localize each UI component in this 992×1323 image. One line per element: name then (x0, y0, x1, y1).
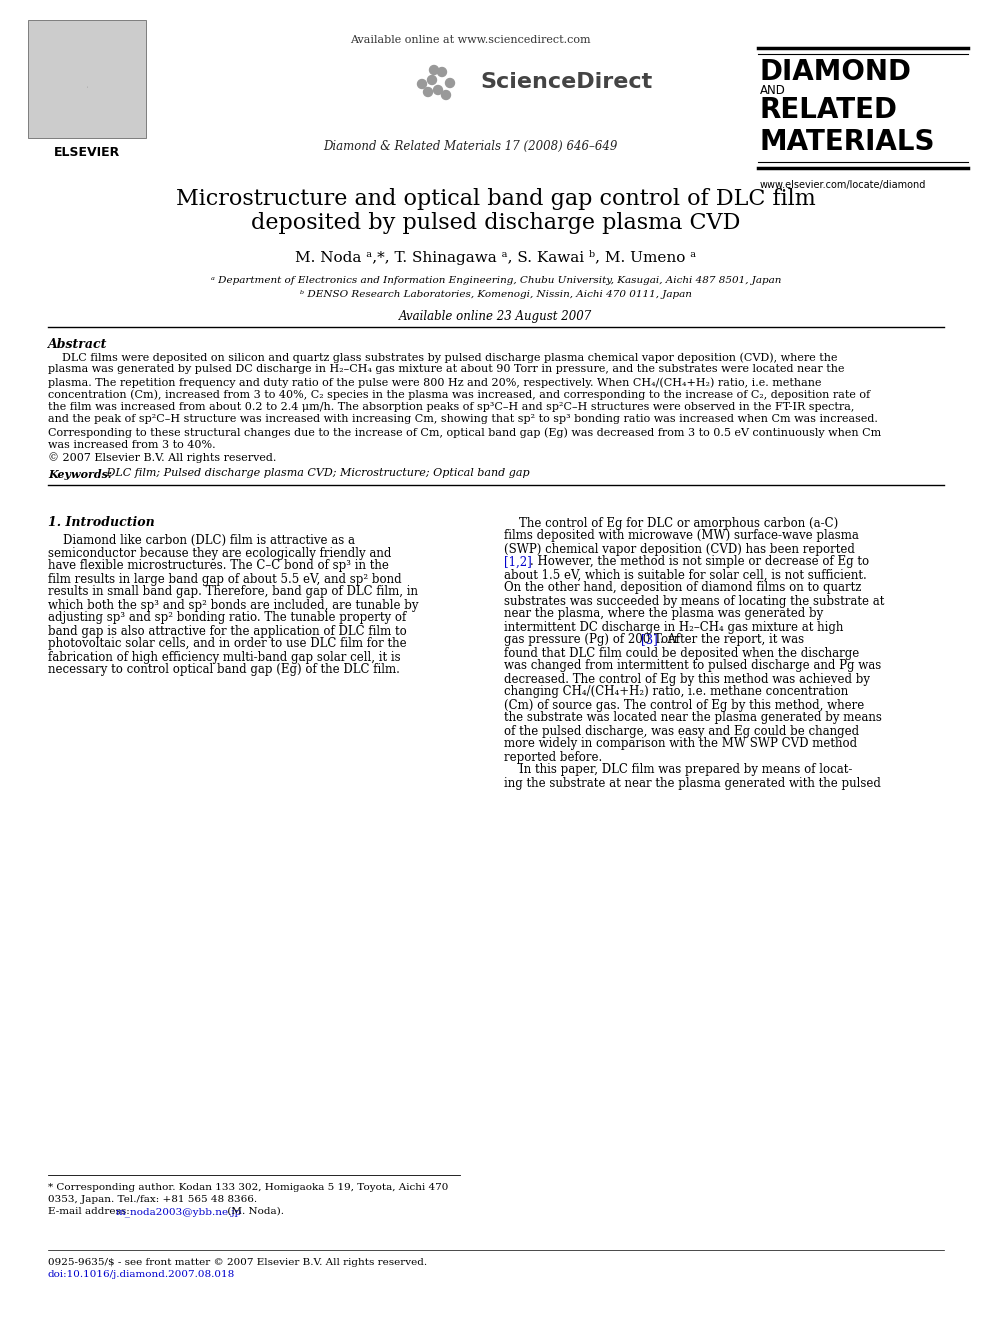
Text: plasma. The repetition frequency and duty ratio of the pulse were 800 Hz and 20%: plasma. The repetition frequency and dut… (48, 377, 821, 388)
Text: the film was increased from about 0.2 to 2.4 μm/h. The absorption peaks of sp³C–: the film was increased from about 0.2 to… (48, 402, 854, 411)
Text: ing the substrate at near the plasma generated with the pulsed: ing the substrate at near the plasma gen… (504, 777, 881, 790)
Text: (Cm) of source gas. The control of Eg by this method, where: (Cm) of source gas. The control of Eg by… (504, 699, 864, 712)
Text: (M. Noda).: (M. Noda). (224, 1207, 284, 1216)
Text: [3]: [3] (641, 634, 658, 647)
Text: The control of Eg for DLC or amorphous carbon (a-C): The control of Eg for DLC or amorphous c… (504, 516, 838, 529)
Text: decreased. The control of Eg by this method was achieved by: decreased. The control of Eg by this met… (504, 672, 870, 685)
Circle shape (430, 66, 438, 74)
Text: ELSEVIER: ELSEVIER (54, 146, 120, 159)
Text: more widely in comparison with the MW SWP CVD method: more widely in comparison with the MW SW… (504, 737, 857, 750)
Text: Abstract: Abstract (48, 337, 107, 351)
Text: ᵇ DENSO Research Laboratories, Komenogi, Nissin, Aichi 470 0111, Japan: ᵇ DENSO Research Laboratories, Komenogi,… (300, 290, 692, 299)
Text: Corresponding to these structural changes due to the increase of Cm, optical ban: Corresponding to these structural change… (48, 427, 881, 438)
Text: In this paper, DLC film was prepared by means of locat-: In this paper, DLC film was prepared by … (504, 763, 852, 777)
Text: Diamond like carbon (DLC) film is attractive as a: Diamond like carbon (DLC) film is attrac… (48, 533, 355, 546)
Text: Keywords:: Keywords: (48, 468, 112, 479)
Text: (SWP) chemical vapor deposition (CVD) has been reported: (SWP) chemical vapor deposition (CVD) ha… (504, 542, 855, 556)
Text: substrates was succeeded by means of locating the substrate at: substrates was succeeded by means of loc… (504, 594, 885, 607)
Text: Available online 23 August 2007: Available online 23 August 2007 (400, 310, 592, 323)
Circle shape (424, 87, 433, 97)
Text: film results in large band gap of about 5.5 eV, and sp² bond: film results in large band gap of about … (48, 573, 402, 586)
Text: © 2007 Elsevier B.V. All rights reserved.: © 2007 Elsevier B.V. All rights reserved… (48, 452, 277, 463)
Text: was increased from 3 to 40%.: was increased from 3 to 40%. (48, 439, 215, 450)
Text: semiconductor because they are ecologically friendly and: semiconductor because they are ecologica… (48, 546, 392, 560)
Text: films deposited with microwave (MW) surface-wave plasma: films deposited with microwave (MW) surf… (504, 529, 859, 542)
Text: DLC films were deposited on silicon and quartz glass substrates by pulsed discha: DLC films were deposited on silicon and … (48, 352, 837, 363)
Text: DLC film; Pulsed discharge plasma CVD; Microstructure; Optical band gap: DLC film; Pulsed discharge plasma CVD; M… (103, 468, 530, 479)
Text: necessary to control optical band gap (Eg) of the DLC film.: necessary to control optical band gap (E… (48, 664, 400, 676)
Circle shape (437, 67, 446, 77)
Text: plasma was generated by pulsed DC discharge in H₂–CH₄ gas mixture at about 90 To: plasma was generated by pulsed DC discha… (48, 365, 844, 374)
Text: . After the report, it was: . After the report, it was (661, 634, 805, 647)
Text: MATERIALS: MATERIALS (760, 128, 935, 156)
Text: * Corresponding author. Kodan 133 302, Homigaoka 5 19, Toyota, Aichi 470: * Corresponding author. Kodan 133 302, H… (48, 1183, 448, 1192)
Text: photovoltaic solar cells, and in order to use DLC film for the: photovoltaic solar cells, and in order t… (48, 638, 407, 651)
Text: On the other hand, deposition of diamond films on to quartz: On the other hand, deposition of diamond… (504, 582, 861, 594)
Text: [1,2]: [1,2] (504, 556, 532, 569)
Text: have flexible microstructures. The C–C bond of sp³ in the: have flexible microstructures. The C–C b… (48, 560, 389, 573)
Text: . However, the method is not simple or decrease of Eg to: . However, the method is not simple or d… (530, 556, 869, 569)
Text: Diamond & Related Materials 17 (2008) 646–649: Diamond & Related Materials 17 (2008) 64… (322, 140, 617, 153)
Text: www.elsevier.com/locate/diamond: www.elsevier.com/locate/diamond (760, 180, 927, 191)
Text: results in small band gap. Therefore, band gap of DLC film, in: results in small band gap. Therefore, ba… (48, 586, 418, 598)
Bar (28, 20, 146, 138)
Text: the substrate was located near the plasma generated by means: the substrate was located near the plasm… (504, 712, 882, 725)
Text: changing CH₄/(CH₄+H₂) ratio, i.e. methane concentration: changing CH₄/(CH₄+H₂) ratio, i.e. methan… (504, 685, 848, 699)
Text: 0925-9635/$ - see front matter © 2007 Elsevier B.V. All rights reserved.: 0925-9635/$ - see front matter © 2007 El… (48, 1258, 428, 1267)
Text: E-mail address:: E-mail address: (48, 1207, 133, 1216)
Text: band gap is also attractive for the application of DLC film to: band gap is also attractive for the appl… (48, 624, 407, 638)
Text: fabrication of high efficiency multi-band gap solar cell, it is: fabrication of high efficiency multi-ban… (48, 651, 401, 664)
Text: ᵃ Department of Electronics and Information Engineering, Chubu University, Kasug: ᵃ Department of Electronics and Informat… (211, 277, 781, 284)
Text: near the plasma, where the plasma was generated by: near the plasma, where the plasma was ge… (504, 607, 823, 620)
Circle shape (418, 79, 427, 89)
Text: 0353, Japan. Tel./fax: +81 565 48 8366.: 0353, Japan. Tel./fax: +81 565 48 8366. (48, 1195, 257, 1204)
Text: intermittent DC discharge in H₂–CH₄ gas mixture at high: intermittent DC discharge in H₂–CH₄ gas … (504, 620, 843, 634)
Circle shape (428, 75, 436, 85)
Text: AND: AND (760, 83, 786, 97)
Circle shape (441, 90, 450, 99)
Text: gas pressure (Pg) of 200 Torr: gas pressure (Pg) of 200 Torr (504, 634, 683, 647)
Text: doi:10.1016/j.diamond.2007.08.018: doi:10.1016/j.diamond.2007.08.018 (48, 1270, 235, 1279)
Bar (28, 20, 146, 138)
Text: deposited by pulsed discharge plasma CVD: deposited by pulsed discharge plasma CVD (251, 212, 741, 234)
Text: adjusting sp³ and sp² bonding ratio. The tunable property of: adjusting sp³ and sp² bonding ratio. The… (48, 611, 407, 624)
Text: ScienceDirect: ScienceDirect (480, 71, 653, 93)
Text: was changed from intermittent to pulsed discharge and Pg was: was changed from intermittent to pulsed … (504, 659, 881, 672)
Text: Microstructure and optical band gap control of DLC film: Microstructure and optical band gap cont… (177, 188, 815, 210)
Text: found that DLC film could be deposited when the discharge: found that DLC film could be deposited w… (504, 647, 859, 659)
Text: concentration (Cm), increased from 3 to 40%, C₂ species in the plasma was increa: concentration (Cm), increased from 3 to … (48, 389, 870, 400)
Text: and the peak of sp²C–H structure was increased with increasing Cm, showing that : and the peak of sp²C–H structure was inc… (48, 414, 878, 425)
Circle shape (434, 86, 442, 94)
Text: m_noda2003@ybb.ne.jp: m_noda2003@ybb.ne.jp (116, 1207, 242, 1217)
Text: which both the sp³ and sp² bonds are included, are tunable by: which both the sp³ and sp² bonds are inc… (48, 598, 419, 611)
Text: reported before.: reported before. (504, 750, 602, 763)
Text: Available online at www.sciencedirect.com: Available online at www.sciencedirect.co… (350, 34, 590, 45)
Text: 1. Introduction: 1. Introduction (48, 516, 155, 529)
Text: about 1.5 eV, which is suitable for solar cell, is not sufficient.: about 1.5 eV, which is suitable for sola… (504, 569, 867, 582)
Text: DIAMOND: DIAMOND (760, 58, 912, 86)
Circle shape (445, 78, 454, 87)
Text: M. Noda ᵃ,*, T. Shinagawa ᵃ, S. Kawai ᵇ, M. Umeno ᵃ: M. Noda ᵃ,*, T. Shinagawa ᵃ, S. Kawai ᵇ,… (296, 250, 696, 265)
Text: RELATED: RELATED (760, 97, 898, 124)
Text: of the pulsed discharge, was easy and Eg could be changed: of the pulsed discharge, was easy and Eg… (504, 725, 859, 737)
